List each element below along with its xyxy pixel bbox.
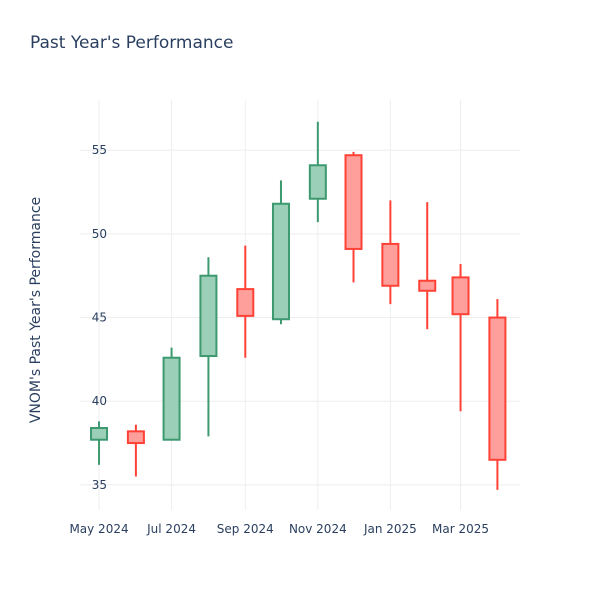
x-tick-label: Sep 2024	[217, 522, 274, 536]
y-axis-label: VNOM's Past Year's Performance	[28, 197, 44, 423]
x-axis-ticks: May 2024 Jul 2024 Sep 2024 Nov 2024 Jan 2025…	[69, 522, 489, 536]
candles	[90, 121, 507, 490]
x-tick-label: Jan 2025	[363, 522, 417, 536]
candle-decreasing	[344, 151, 363, 283]
y-tick-label: 40	[92, 394, 107, 408]
candle-decreasing	[236, 245, 255, 358]
candle-increasing	[162, 347, 181, 441]
chart-title: Past Year's Performance	[30, 33, 234, 53]
candle-body	[344, 154, 363, 250]
candle-body	[451, 276, 470, 316]
candle-decreasing	[381, 200, 400, 305]
candle-body	[488, 316, 507, 461]
candle-decreasing	[451, 264, 470, 412]
candle-body	[90, 427, 109, 441]
candle-body	[126, 430, 145, 445]
x-tick-label: Jul 2024	[146, 522, 196, 536]
x-tick-label: May 2024	[69, 522, 128, 536]
candle-body	[162, 356, 181, 441]
y-tick-label: 55	[92, 143, 107, 157]
y-tick-label: 50	[92, 227, 107, 241]
candle-increasing	[308, 121, 327, 223]
candle-body	[418, 279, 437, 292]
candle-increasing	[90, 421, 109, 465]
y-tick-label: 35	[92, 478, 107, 492]
y-grid	[80, 149, 520, 486]
y-tick-label: 45	[92, 311, 107, 325]
candle-increasing	[271, 180, 290, 325]
candle-decreasing	[126, 424, 145, 477]
candle-increasing	[199, 257, 218, 437]
candle-body	[381, 242, 400, 287]
candle-body	[236, 288, 255, 317]
candle-decreasing	[488, 299, 507, 490]
y-axis-ticks: 35 40 45 50 55	[92, 143, 107, 492]
candle-body	[199, 274, 218, 358]
x-tick-label: Mar 2025	[432, 522, 489, 536]
x-tick-label: Nov 2024	[289, 522, 347, 536]
candle-decreasing	[418, 202, 437, 330]
candle-body	[308, 164, 327, 200]
candle-body	[271, 202, 290, 321]
